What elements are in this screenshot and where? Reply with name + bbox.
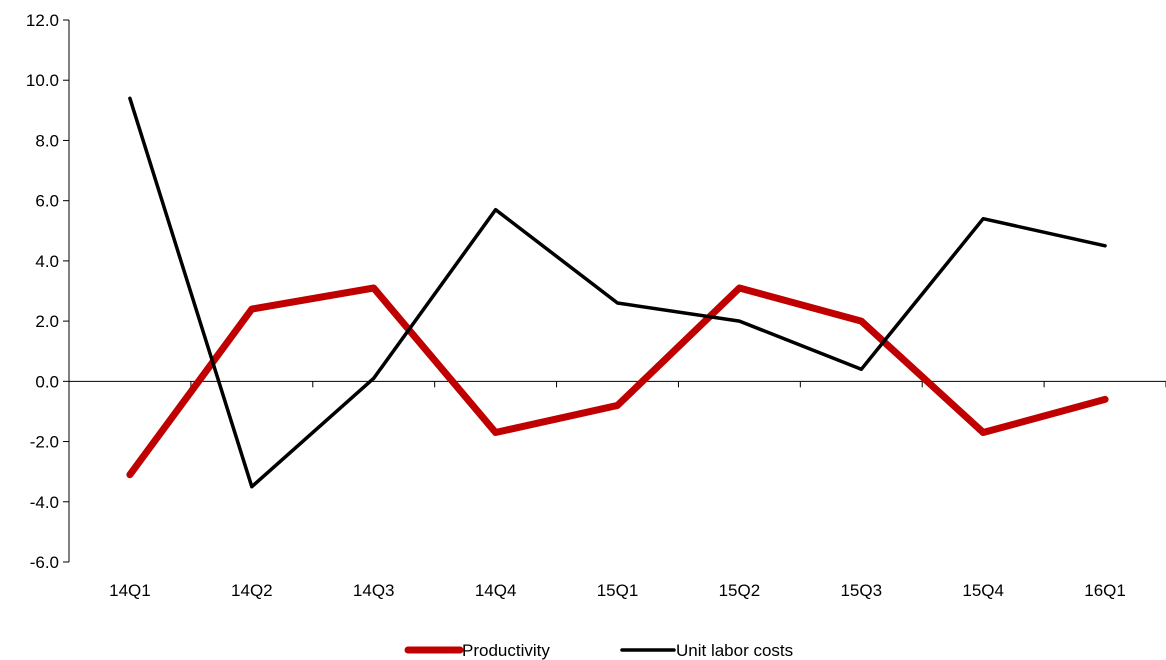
data-point-productivity [1104, 398, 1106, 400]
x-tick-label: 15Q3 [840, 581, 882, 600]
y-axis-ticks: -6.0 -4.0 -2.0 0.0 2.0 4.0 6.0 8.0 10.0 12.0 [26, 11, 69, 572]
data-point-unit-labor-costs [251, 486, 253, 488]
legend-label-productivity: Productivity [462, 641, 550, 660]
x-axis-ticks: 14Q1 14Q2 14Q3 14Q4 15Q1 15Q2 15Q3 15Q4 16Q1 [68, 381, 1166, 600]
data-point-productivity [617, 404, 618, 406]
y-tick-label: -4.0 [30, 493, 59, 512]
y-tick-label: 10.0 [26, 71, 59, 90]
y-tick-label: 12.0 [26, 11, 59, 30]
data-point-productivity [982, 432, 984, 434]
x-tick-label: 15Q4 [962, 581, 1004, 600]
x-tick-label: 14Q4 [475, 581, 517, 600]
y-tick-label: -2.0 [30, 433, 59, 452]
data-point-unit-labor-costs [373, 377, 375, 379]
legend-label-unit-labor-costs: Unit labor costs [676, 641, 793, 660]
y-tick-label: 4.0 [35, 252, 59, 271]
axes [68, 20, 1166, 562]
data-point-productivity [738, 287, 740, 289]
data-point-unit-labor-costs [860, 368, 862, 370]
data-point-productivity [251, 308, 253, 310]
y-tick-label: 0.0 [35, 372, 59, 391]
x-tick-label: 14Q3 [353, 581, 395, 600]
data-point-productivity [373, 287, 375, 289]
x-tick-label: 15Q2 [719, 581, 761, 600]
series-layer [126, 96, 1109, 489]
data-point-productivity [129, 474, 131, 476]
data-point-unit-labor-costs [982, 218, 984, 220]
y-tick-label: 6.0 [35, 192, 59, 211]
x-tick-label: 15Q1 [597, 581, 639, 600]
y-tick-label: 8.0 [35, 131, 59, 150]
x-tick-label: 14Q1 [109, 581, 151, 600]
x-tick-label: 16Q1 [1084, 581, 1126, 600]
series-line-unit-labor-costs [128, 96, 1107, 489]
data-point-unit-labor-costs [617, 302, 618, 304]
legend: Productivity Unit labor costs [404, 641, 793, 660]
data-point-productivity [860, 320, 862, 322]
data-point-productivity [495, 432, 497, 434]
data-point-unit-labor-costs [738, 320, 740, 322]
y-tick-label: 2.0 [35, 312, 59, 331]
data-point-unit-labor-costs [495, 209, 497, 211]
x-tick-label: 14Q2 [231, 581, 273, 600]
y-tick-label: -6.0 [30, 553, 59, 572]
data-point-unit-labor-costs [1104, 245, 1106, 247]
data-point-unit-labor-costs [129, 97, 131, 99]
